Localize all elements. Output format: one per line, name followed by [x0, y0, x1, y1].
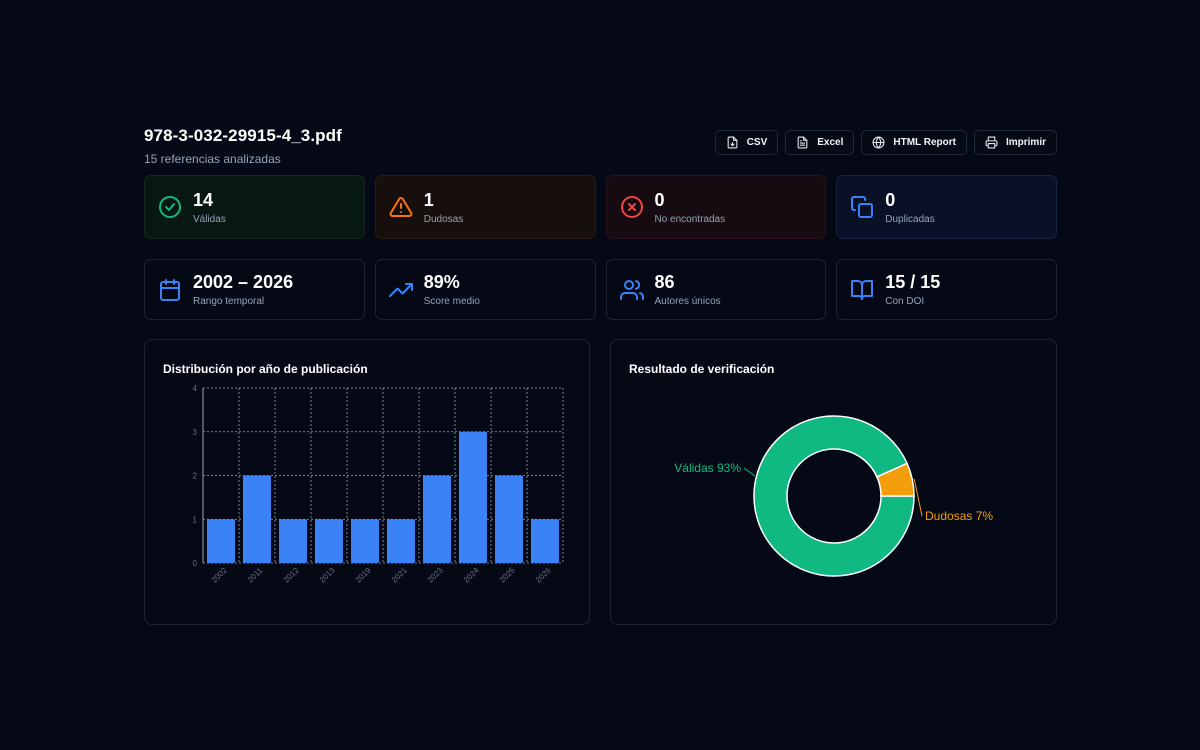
stat-card-duplicates: 0 Duplicadas [836, 175, 1057, 239]
stat-card-doi: 15 / 15 Con DOI [836, 259, 1057, 320]
print-label: Imprimir [1005, 137, 1046, 148]
donut-slice-0[interactable] [753, 415, 915, 577]
verification-stats: 14 Válidas 1 Dudosas 0 No encontradas 0 Dupl… [144, 175, 1057, 239]
stat-value: 0 [654, 189, 665, 210]
y-tick-label: 4 [193, 384, 198, 393]
bar-2002[interactable] [207, 519, 235, 563]
stat-value: 89% [423, 272, 460, 292]
file-excel-icon [797, 136, 808, 149]
users-icon [619, 279, 644, 300]
donut-leader-line [913, 478, 923, 517]
x-tick-label: 2011 [246, 566, 265, 585]
x-tick-label: 2023 [426, 565, 445, 584]
x-tick-label: 2013 [318, 565, 337, 584]
y-tick-label: 3 [193, 428, 198, 437]
export-excel-label: Excel [817, 137, 844, 148]
print-button[interactable]: Imprimir [973, 130, 1057, 155]
y-tick-label: 0 [193, 559, 198, 568]
stat-label: Dudosas [423, 213, 464, 225]
bar-2021[interactable] [387, 519, 415, 563]
stat-card-score: 89% Score medio [374, 259, 596, 320]
stat-value: 15 / 15 [885, 272, 941, 292]
export-csv-button[interactable]: CSV [714, 130, 779, 155]
x-tick-label: 2012 [282, 565, 301, 584]
export-csv-label: CSV [746, 137, 768, 148]
stat-label: Válidas [193, 213, 226, 225]
stat-label: Con DOI [885, 296, 925, 307]
header: 978-3-032-29915-4_3.pdf 15 referencias a… [144, 126, 1057, 166]
check-circle-icon [159, 196, 181, 218]
y-tick-label: 1 [193, 515, 198, 524]
x-tick-label: 2002 [210, 565, 229, 584]
stat-label: Score medio [423, 296, 480, 307]
stat-card-doubtful: 1 Dudosas [374, 175, 596, 239]
stat-value: 86 [654, 272, 675, 292]
x-circle-icon [620, 196, 643, 218]
stat-value: 0 [885, 189, 896, 210]
stat-label: Rango temporal [193, 296, 265, 307]
stat-value: 1 [423, 189, 434, 210]
stat-label: Duplicadas [885, 213, 935, 225]
verification-chart-title: Resultado de verificación [629, 362, 775, 376]
stat-value: 14 [193, 189, 214, 210]
stat-label: Autores únicos [654, 296, 721, 307]
printer-icon [985, 136, 998, 149]
bar-2012[interactable] [279, 519, 307, 563]
file-csv-icon [727, 136, 738, 149]
export-actions: CSV Excel HTML Report Imprimir [714, 130, 1057, 155]
bar-2025[interactable] [495, 475, 523, 564]
export-excel-button[interactable]: Excel [785, 130, 855, 155]
copy-icon [851, 196, 874, 218]
x-tick-label: 2019 [354, 565, 373, 584]
bar-2024[interactable] [459, 431, 487, 563]
summary-stats: 2002 – 2026 Rango temporal 89% Score medio… [144, 259, 1057, 320]
export-html-report-label: HTML Report [893, 137, 956, 148]
file-title: 978-3-032-29915-4_3.pdf [144, 126, 342, 145]
year-chart-title: Distribución por año de publicación [163, 362, 368, 376]
year-bar-chart: 0 1 2 3 4 2002 2011 2012 2013 2019 2021 2023 2024 202… [193, 384, 564, 585]
donut-slice-1[interactable] [875, 462, 915, 497]
verification-result-panel: Resultado de verificación Válidas 93% Dud… [610, 339, 1057, 625]
stat-card-authors: 86 Autores únicos [605, 259, 827, 320]
file-subtitle: 15 referencias analizadas [144, 152, 281, 166]
verification-donut-chart: Válidas 93% Dudosas 7% [674, 415, 993, 577]
bar-2026[interactable] [531, 519, 559, 563]
bar-2011[interactable] [243, 475, 271, 564]
x-tick-label: 2026 [534, 565, 553, 584]
globe-icon [872, 136, 885, 149]
export-html-report-button[interactable]: HTML Report [861, 130, 967, 155]
y-tick-label: 2 [193, 472, 198, 481]
donut-label-1: Dudosas 7% [925, 509, 993, 523]
bar-2013[interactable] [315, 519, 343, 563]
stat-value: 2002 – 2026 [193, 272, 294, 292]
stat-label: No encontradas [654, 213, 726, 225]
donut-leader-line [743, 467, 756, 477]
x-tick-label: 2021 [390, 565, 409, 584]
x-tick-label: 2024 [462, 565, 481, 584]
bar-2019[interactable] [351, 519, 379, 563]
x-tick-label: 2025 [498, 565, 517, 584]
book-open-icon [851, 279, 874, 300]
donut-label-0: Válidas 93% [674, 461, 741, 475]
stat-card-not-found: 0 No encontradas [605, 175, 827, 239]
stat-card-date-range: 2002 – 2026 Rango temporal [144, 259, 365, 320]
stat-card-valid: 14 Válidas [144, 175, 365, 239]
warning-triangle-icon [389, 196, 413, 217]
year-distribution-panel: Distribución por año de publicación 0 1 2 3… [144, 339, 590, 625]
calendar-icon [160, 278, 180, 301]
bar-2023[interactable] [423, 475, 451, 564]
trending-up-icon [388, 282, 413, 297]
